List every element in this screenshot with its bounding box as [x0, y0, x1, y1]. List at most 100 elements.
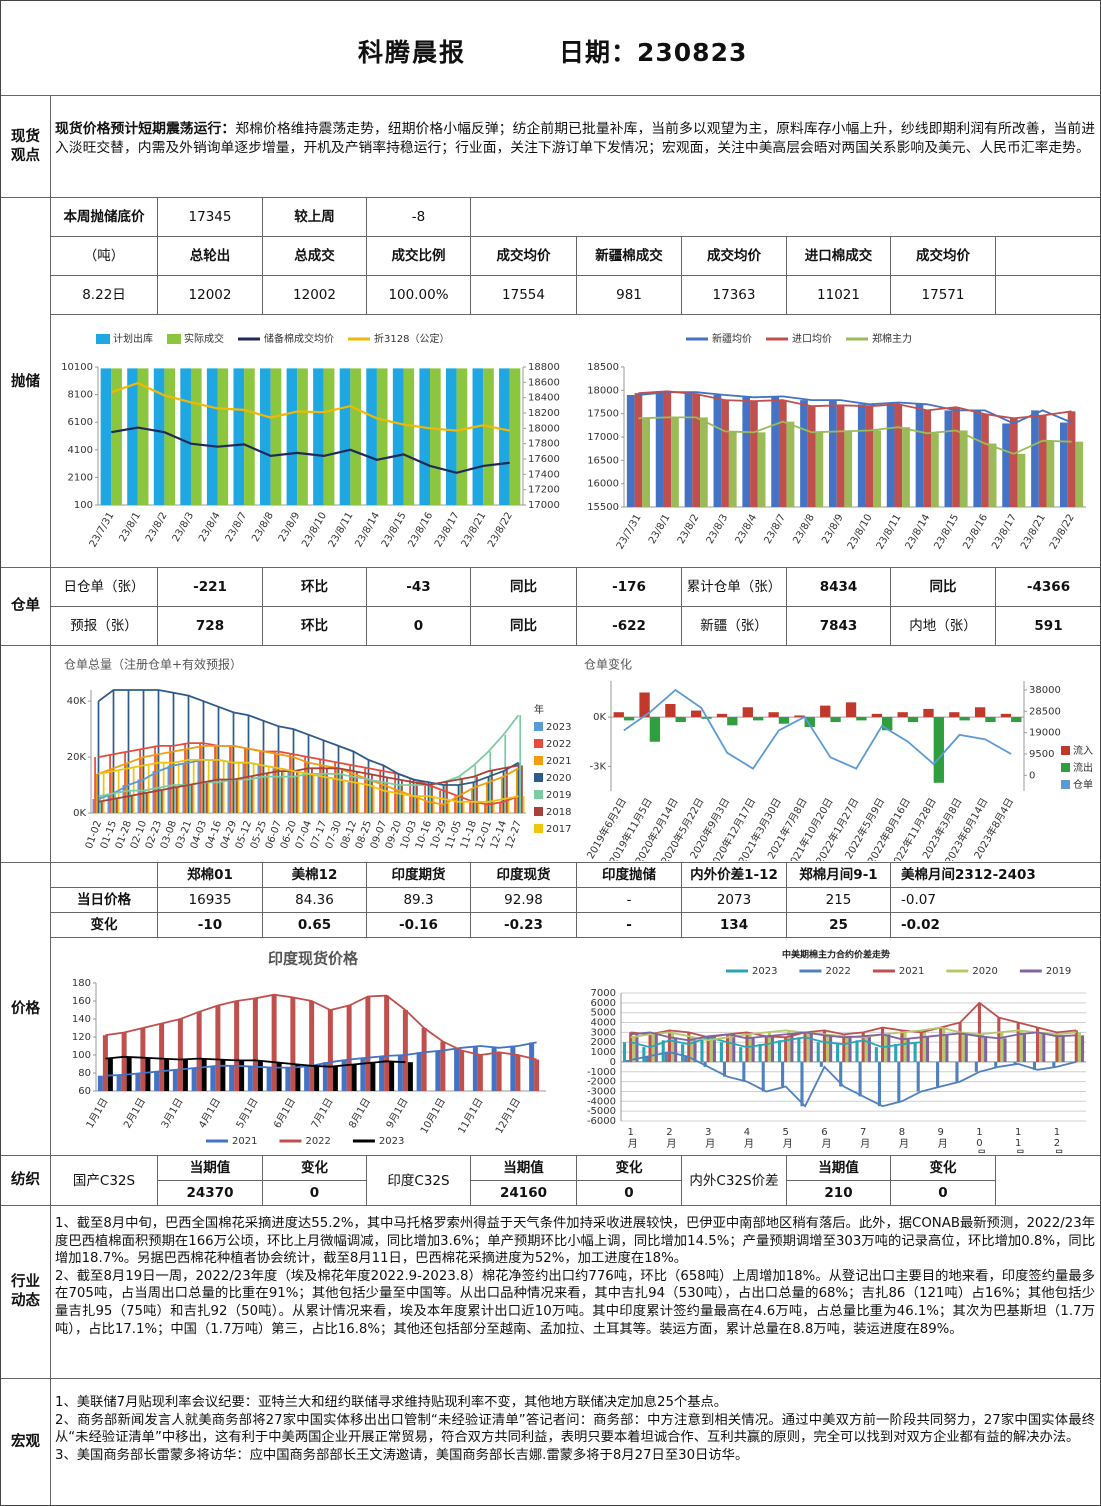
bar	[742, 707, 753, 718]
bar	[476, 776, 478, 813]
bar	[290, 997, 296, 1091]
bar	[289, 754, 291, 813]
bar	[1000, 1032, 1004, 1062]
x-tick-label: 23/8/7	[224, 511, 250, 544]
table-cell: 100.00%	[367, 276, 471, 315]
bar	[341, 768, 343, 813]
bar	[407, 1062, 413, 1091]
y-tick-label: -3K	[589, 761, 606, 772]
table-cell: 24370	[158, 1181, 263, 1206]
bar	[500, 776, 503, 813]
bar	[815, 432, 824, 507]
bar	[794, 715, 805, 718]
chart-title: 中美期棉主力合约价差走势	[782, 949, 890, 961]
bar	[634, 393, 643, 507]
bar	[663, 391, 672, 507]
bar	[349, 765, 351, 813]
bar	[961, 1032, 965, 1062]
y-tick-label: 140	[72, 1014, 91, 1025]
blank-cell	[996, 1156, 1100, 1206]
bar	[648, 1034, 652, 1062]
bar	[392, 368, 404, 505]
bar	[692, 394, 701, 507]
y-tick-label: 8100	[68, 390, 93, 401]
bar	[693, 1040, 697, 1062]
bar	[312, 773, 315, 813]
legend-label: 2023	[379, 1136, 404, 1147]
x-tick-label: 4月	[741, 1127, 753, 1149]
table-cell: 17554	[471, 276, 577, 315]
bar	[499, 801, 501, 813]
line	[98, 764, 519, 803]
bar	[245, 748, 248, 813]
bar	[455, 796, 458, 813]
bar	[1022, 1034, 1026, 1062]
bar	[770, 1036, 775, 1062]
bar	[111, 368, 122, 505]
y2-tick-label: 28500	[1029, 706, 1061, 717]
x-tick-label: 10月1日	[418, 1096, 448, 1136]
table-cell: -0.23	[471, 913, 577, 938]
bar	[320, 765, 323, 813]
bar	[410, 796, 413, 813]
bar	[907, 717, 919, 723]
chart: 中美期棉主力合约价差走势 -6000-5000-4000-3000-2000-10…	[587, 949, 1086, 1153]
bar	[764, 1036, 768, 1062]
bar	[371, 773, 373, 813]
bar	[252, 998, 258, 1091]
y2-tick-label: 18000	[528, 423, 560, 434]
bar	[286, 368, 298, 505]
bar	[192, 759, 195, 813]
bar	[264, 776, 267, 813]
paragraph: 2、截至8月19日一周，2022/23年度（埃及棉花年度2022.9-2023.…	[55, 1268, 1095, 1337]
bar	[1061, 1036, 1065, 1062]
section-label: 行业动态	[1, 1206, 51, 1379]
table-cell: -0.07	[891, 888, 1100, 913]
table-cell: 预报（张）	[51, 607, 158, 646]
bar	[416, 1052, 422, 1091]
x-tick-label: 12月1日	[493, 1096, 523, 1136]
y-tick-label: 18000	[587, 385, 619, 396]
table-header: 郑棉月间9-1	[787, 863, 891, 888]
line	[623, 688, 1012, 770]
line	[97, 689, 519, 786]
legend-label: 郑棉主力	[872, 332, 912, 345]
industry-section	[51, 1206, 1100, 1379]
bar	[988, 443, 997, 507]
bar	[626, 395, 635, 507]
table-cell: 日仓单（张）	[51, 568, 158, 607]
bar	[635, 1034, 639, 1062]
x-tick-label: 6月	[819, 1127, 831, 1149]
table-cell: -0.02	[891, 913, 1100, 938]
bar	[322, 1062, 328, 1091]
bar	[519, 715, 522, 813]
report-date: 日期：230823	[559, 38, 748, 67]
bar	[445, 368, 457, 505]
bar	[757, 432, 766, 507]
x-tick-label: 1月	[625, 1127, 637, 1149]
bar	[364, 768, 366, 813]
table-header: 印度现货	[471, 863, 577, 888]
bar	[290, 757, 293, 813]
bar	[655, 392, 664, 507]
table-cell: 累计仓单（张）	[682, 568, 787, 607]
x-tick-label: 23/8/14	[353, 511, 382, 550]
x-tick-label: 23/8/10	[300, 511, 329, 550]
bar	[217, 368, 229, 505]
legend-swatch	[534, 739, 543, 748]
bar	[107, 793, 110, 813]
y-tick-label: -4000	[587, 1096, 616, 1107]
bar	[902, 427, 910, 507]
x-tick-label: 5月1日	[234, 1096, 261, 1130]
bar	[296, 771, 298, 813]
bar	[435, 1050, 441, 1091]
line	[105, 1055, 406, 1068]
bar	[997, 1017, 1001, 1062]
bar	[829, 1035, 833, 1062]
y-tick-label: 5000	[591, 1008, 616, 1019]
bar	[347, 782, 350, 813]
bar	[807, 406, 816, 507]
bar	[923, 410, 932, 507]
bar	[706, 1037, 710, 1062]
bar	[206, 368, 218, 505]
